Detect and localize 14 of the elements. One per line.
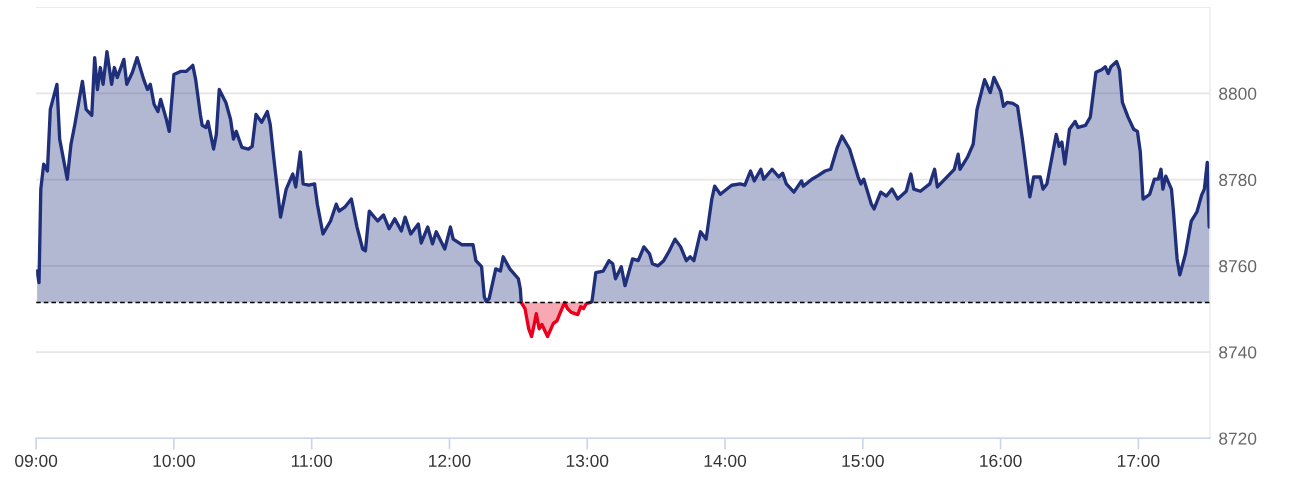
x-tick-label: 12:00 xyxy=(429,454,471,468)
x-tick-label: 14:00 xyxy=(704,454,747,468)
y-tick-label: 8800 xyxy=(1219,87,1257,100)
x-tick-label: 16:00 xyxy=(980,454,1022,468)
x-tick-label: 11:00 xyxy=(291,454,333,468)
y-tick-label: 8740 xyxy=(1219,346,1257,359)
x-tick-label: 17:00 xyxy=(1117,454,1160,468)
x-tick-label: 09:00 xyxy=(15,454,58,468)
y-tick-label: 8780 xyxy=(1219,173,1257,187)
x-tick-label: 10:00 xyxy=(153,454,195,468)
y-tick-label: 8760 xyxy=(1219,260,1257,273)
y-tick-label: 8720 xyxy=(1219,432,1257,445)
x-tick-label: 15:00 xyxy=(842,454,884,468)
x-tick-label: 13:00 xyxy=(566,454,609,468)
